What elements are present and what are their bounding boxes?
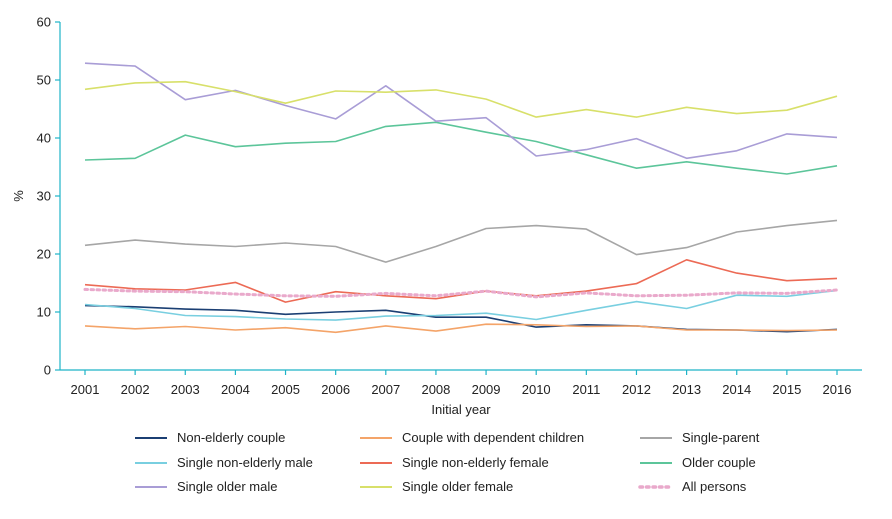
y-axis-title: % [11,190,26,202]
legend-label: Couple with dependent children [402,430,584,445]
y-tick-label: 20 [37,247,51,262]
x-tick-label: 2015 [772,382,801,397]
x-axis-title: Initial year [431,402,491,417]
x-tick-label: 2013 [672,382,701,397]
x-tick-label: 2003 [171,382,200,397]
legend-label: Single older male [177,479,277,494]
x-tick-label: 2014 [722,382,751,397]
y-axis-title-group: % [11,190,26,202]
legend-label: Older couple [682,455,756,470]
legend-label: Non-elderly couple [177,430,285,445]
legend-item-non-elderly-couple: Non-elderly couple [135,430,285,445]
x-tick-label: 2011 [572,382,600,397]
series-line-single-parent [84,219,838,263]
legend-label: Single-parent [682,430,760,445]
y-tick-label: 60 [37,15,51,30]
legend-item-single-older-male: Single older male [135,479,277,494]
series-line-single-older-male [84,62,838,160]
series-line-all-persons [83,287,839,299]
legend-label: All persons [682,479,747,494]
x-tick-label: 2001 [71,382,100,397]
y-tick-label: 0 [44,363,51,378]
legend-item-couple-with-dependent-children: Couple with dependent children [360,430,584,445]
x-tick-label: 2002 [121,382,150,397]
x-tick-label: 2007 [371,382,400,397]
y-tick-label: 10 [37,305,51,320]
series-lines [83,62,839,334]
x-tick-label: 2016 [823,382,852,397]
series-line-couple-with-dependent-children [84,323,838,334]
legend-item-all-persons: All persons [638,479,747,494]
x-ticks: 2001 2002 2003 2004 2005 2006 2007 2008 2009 2010… [71,370,852,397]
legend: Non-elderly couple Couple with dependent … [135,430,760,494]
series-line-single-older-female [84,80,838,118]
x-tick-label: 2009 [472,382,501,397]
x-tick-label: 2008 [421,382,450,397]
y-tick-label: 40 [37,131,51,146]
series-line-single-non-elderly-male [84,289,838,321]
y-tick-label: 50 [37,73,51,88]
x-tick-label: 2006 [321,382,350,397]
series-line-older-couple [84,121,838,175]
legend-item-older-couple: Older couple [640,455,756,470]
legend-item-single-older-female: Single older female [360,479,513,494]
legend-item-single-non-elderly-female: Single non-elderly female [360,455,549,470]
y-tick-label: 30 [37,189,51,204]
x-tick-label: 2010 [522,382,551,397]
x-tick-label: 2012 [622,382,651,397]
legend-label: Single older female [402,479,513,494]
x-tick-label: 2005 [271,382,300,397]
series-line-single-non-elderly-female [84,258,838,303]
legend-item-single-parent: Single-parent [640,430,760,445]
legend-label: Single non-elderly male [177,455,313,470]
legend-label: Single non-elderly female [402,455,549,470]
x-tick-label: 2004 [221,382,250,397]
y-ticks: 0 10 20 30 40 50 60 [37,15,60,378]
legend-item-single-non-elderly-male: Single non-elderly male [135,455,313,470]
